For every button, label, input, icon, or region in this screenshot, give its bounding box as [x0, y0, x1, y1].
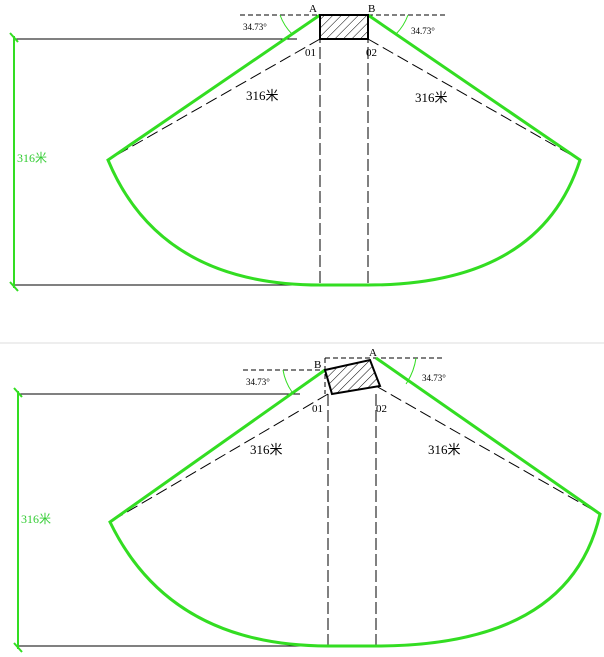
top-angle-arc-right [395, 14, 409, 35]
bottom-fan-outline [108, 356, 602, 648]
bottom-label-a: A [369, 347, 377, 359]
bottom-label-b: B [314, 359, 321, 371]
top-label-a: A [309, 3, 317, 15]
bottom-label-center-2: 02 [376, 403, 387, 415]
bottom-radius-right-dashed [375, 385, 601, 515]
bottom-label-center-1: 01 [312, 403, 323, 415]
bottom-label-angle-left: 34.73° [246, 377, 270, 387]
top-label-angle-right: 34.73° [411, 26, 435, 36]
top-hatched-block [319, 14, 369, 40]
top-label-radius-right: 316米 [415, 90, 448, 105]
top-height-tick-lower [9, 281, 19, 292]
bottom-angle-arc-left [282, 369, 293, 393]
top-fan-outline [106, 13, 582, 287]
top-label-center-2: 02 [366, 47, 377, 59]
bottom-radius-left-dashed [109, 393, 329, 523]
top-label-height: 316米 [17, 151, 47, 165]
bottom-label-radius-left: 316米 [250, 442, 283, 457]
bottom-height-tick-lower [13, 642, 23, 653]
top-label-b: B [368, 3, 375, 15]
top-height-tick-upper [9, 32, 19, 43]
top-panel: A B 01 02 34.73° 34.73° 316米 316米 316米 [9, 3, 582, 292]
bottom-hatched-block [323, 358, 382, 396]
bottom-label-radius-right: 316米 [428, 442, 461, 457]
bottom-label-angle-right: 34.73° [422, 373, 446, 383]
top-label-angle-left: 34.73° [243, 22, 267, 32]
top-radius-right-dashed [367, 38, 581, 161]
top-label-center-1: 01 [305, 47, 316, 59]
bottom-panel: A B 01 02 34.73° 34.73° 316米 316米 316米 [13, 347, 602, 653]
top-radius-left-dashed [107, 38, 321, 161]
bottom-height-tick-upper [13, 387, 23, 398]
top-label-radius-left: 316米 [246, 88, 279, 103]
bottom-label-height: 316米 [21, 512, 51, 526]
top-angle-arc-left [279, 14, 293, 35]
bottom-angle-arc-right [405, 357, 417, 385]
